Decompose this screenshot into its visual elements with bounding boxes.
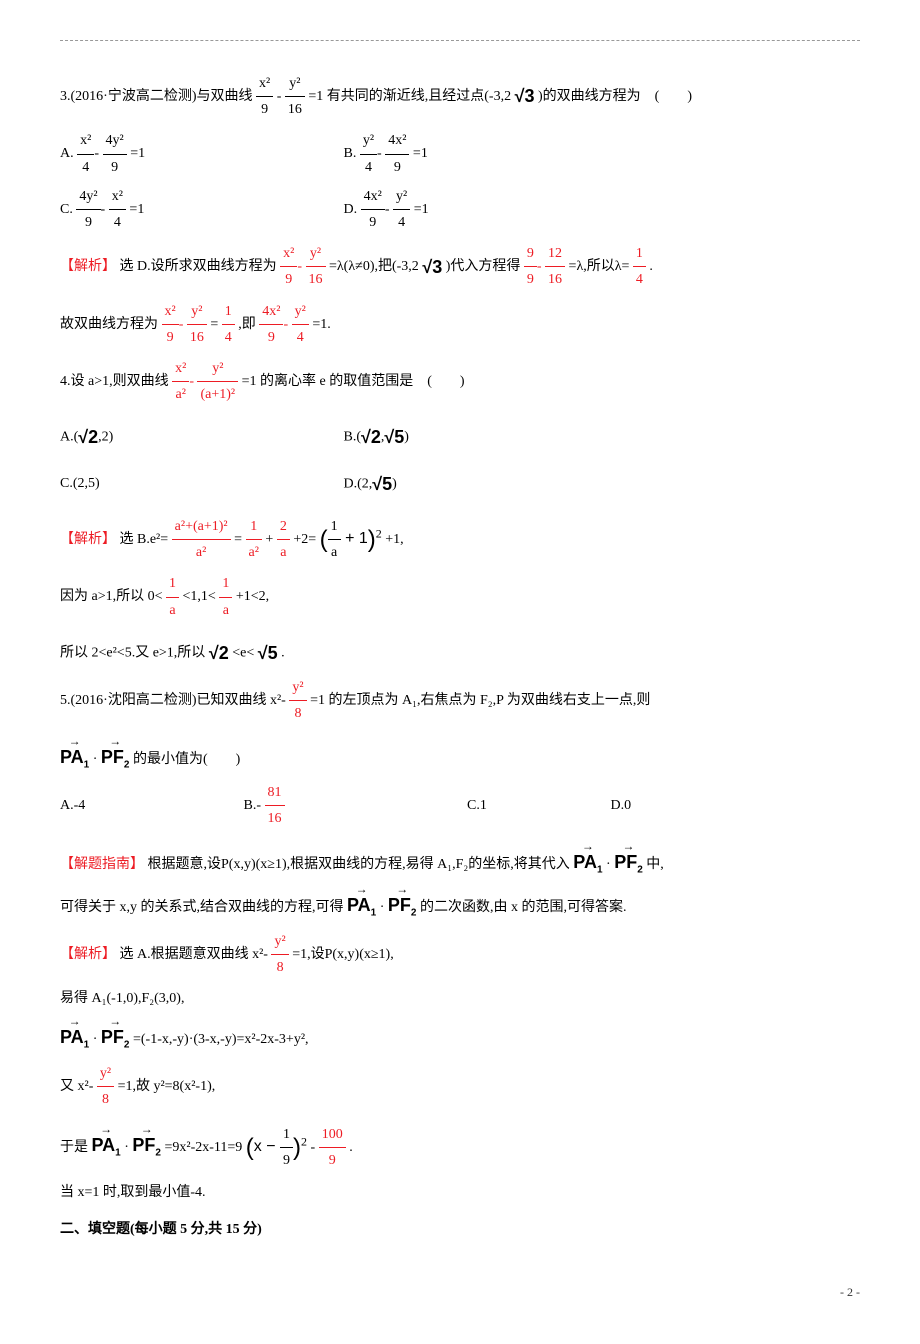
vector-pa1-icon: →PA1 — [60, 1021, 89, 1055]
sqrt-icon: √3 — [515, 80, 535, 112]
q5-stem-line2: →PA1 · →PF2 的最小值为( ) — [60, 741, 860, 775]
q3-options-row2: C. 4y²9- x²4 =1 D. 4x²9- y²4 =1 — [60, 184, 860, 235]
q5-hint-line2: 可得关于 x,y 的关系式,结合双曲线的方程,可得 →PA1 · →PF2 的二… — [60, 889, 860, 923]
q4-stem: 4.设 a>1,则双曲线 x²a²- y²(a+1)² =1 的离心率 e 的取… — [60, 356, 860, 407]
q3-option-a: A. x²4- 4y²9 =1 — [60, 128, 340, 179]
paren-open-icon: ( — [246, 1134, 254, 1161]
q5-solution-line2: 易得 A₁(-1,0),F₂(3,0), — [60, 986, 860, 1011]
page-divider — [60, 40, 860, 41]
q5-option-a: A.-4 — [60, 793, 240, 818]
q3-options-row1: A. x²4- 4y²9 =1 B. y²4- 4x²9 =1 — [60, 128, 860, 179]
q5-hint-line1: 【解题指南】 根据题意,设P(x,y)(x≥1),根据双曲线的方程,易得 A₁,… — [60, 846, 860, 880]
q4-option-c: C.(2,5) — [60, 471, 340, 496]
q4-option-a: A.(√2,2) — [60, 421, 340, 453]
q4-solution-line3: 所以 2<e²<5.又 e>1,所以 √2 <e< √5 . — [60, 637, 860, 669]
q5-solution-line5: 于是 →PA1 · →PF2 =9x²-2x-11=9 (x − 19)2 - … — [60, 1122, 860, 1173]
solution-label: 【解析】 — [60, 259, 116, 274]
vector-pa1-icon: →PA1 — [573, 846, 602, 880]
q4-options-row2: C.(2,5) D.(2,√5) — [60, 468, 860, 500]
q5-solution-line1: 【解析】 选 A.根据题意双曲线 x²- y²8 =1,设P(x,y)(x≥1)… — [60, 929, 860, 980]
vector-pa1-icon: →PA1 — [347, 889, 376, 923]
q4-solution-line2: 因为 a>1,所以 0< 1a <1,1< 1a +1<2, — [60, 571, 860, 622]
q3-prefix: 3.(2016·宁波高二检测)与双曲线 — [60, 89, 253, 104]
q3-suffix: =1 有共同的渐近线,且经过点(-3,2 — [308, 89, 511, 104]
vector-pa1-icon: →PA1 — [92, 1129, 121, 1163]
vector-pf2-icon: →PF2 — [101, 741, 130, 775]
q3-option-b: B. y²4- 4x²9 =1 — [344, 128, 624, 179]
q5-solution-line4: 又 x²- y²8 =1,故 y²=8(x²-1), — [60, 1061, 860, 1112]
q3-stem: 3.(2016·宁波高二检测)与双曲线 x²9 - y²16 =1 有共同的渐近… — [60, 71, 860, 122]
solution-label: 【解析】 — [60, 947, 116, 962]
vector-pf2-icon: →PF2 — [132, 1129, 161, 1163]
q5-option-c: C.1 — [467, 793, 607, 818]
page-number: - 2 - — [60, 1282, 860, 1304]
q4-solution-line1: 【解析】 选 B.e²= a²+(a+1)²a² = 1a² + 2a +2= … — [60, 514, 860, 565]
sqrt-icon: √3 — [422, 251, 442, 283]
section-2-heading: 二、填空题(每小题 5 分,共 15 分) — [60, 1217, 860, 1242]
vector-pf2-icon: →PF2 — [388, 889, 417, 923]
q3-solution-line2: 故双曲线方程为 x²9- y²16 = 14 ,即 4x²9- y²4 =1. — [60, 299, 860, 350]
vector-pf2-icon: →PF2 — [614, 846, 643, 880]
vector-pf2-icon: →PF2 — [101, 1021, 130, 1055]
q5-solution-line3: →PA1 · →PF2 =(-1-x,-y)·(3-x,-y)=x²-2x-3+… — [60, 1021, 860, 1055]
hint-label: 【解题指南】 — [60, 857, 144, 872]
vector-pa1-icon: →PA1 — [60, 741, 89, 775]
q3-option-d: D. 4x²9- y²4 =1 — [344, 184, 624, 235]
q3-solution-line1: 【解析】 选 D.设所求双曲线方程为 x²9- y²16 =λ(λ≠0),把(-… — [60, 241, 860, 292]
paren-close-icon: ) — [368, 526, 376, 553]
q3-option-c: C. 4y²9- x²4 =1 — [60, 184, 340, 235]
paren-close-icon: ) — [293, 1134, 301, 1161]
q4-option-b: B.(√2,√5) — [344, 421, 624, 453]
solution-label: 【解析】 — [60, 532, 116, 547]
q5-option-b: B.- 8116 — [244, 780, 464, 831]
q5-solution-line6: 当 x=1 时,取到最小值-4. — [60, 1180, 860, 1205]
q4-option-d: D.(2,√5) — [344, 468, 624, 500]
paren-open-icon: ( — [320, 526, 328, 553]
q4-options-row1: A.(√2,2) B.(√2,√5) — [60, 421, 860, 453]
q5-stem-line1: 5.(2016·沈阳高二检测)已知双曲线 x²- y²8 =1 的左顶点为 A₁… — [60, 675, 860, 726]
q5-option-d: D.0 — [611, 793, 632, 818]
q5-options: A.-4 B.- 8116 C.1 D.0 — [60, 780, 860, 831]
